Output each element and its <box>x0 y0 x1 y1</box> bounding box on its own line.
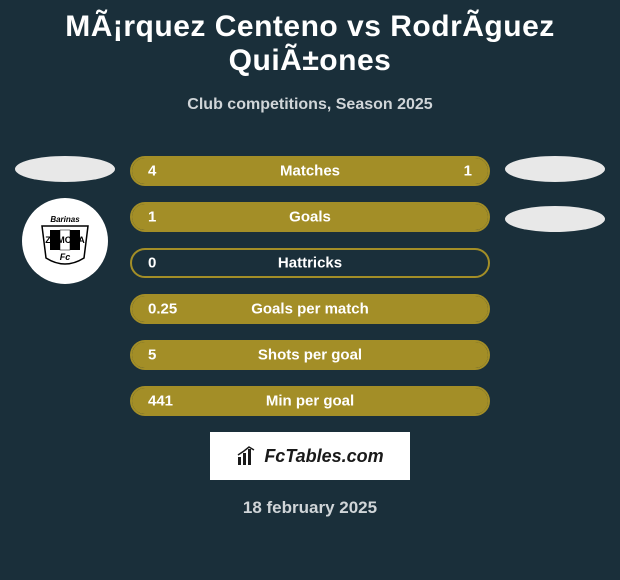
club-name-text: ZAMORA <box>45 235 85 245</box>
stat-value-left: 441 <box>148 393 173 410</box>
club-logo-placeholder-right <box>505 206 605 232</box>
comparison-content: Barinas ZAMORA Fc 4 1 Matches 1 Goals 0 Hattri… <box>0 156 620 416</box>
club-badge-icon: Barinas ZAMORA Fc <box>32 208 98 274</box>
stat-row: 0 Hattricks <box>130 248 490 278</box>
stat-bar-left <box>132 158 417 184</box>
chart-icon <box>236 445 258 467</box>
stats-list: 4 1 Matches 1 Goals 0 Hattricks 0.25 Goals per m… <box>130 156 490 416</box>
stat-row: 441 Min per goal <box>130 386 490 416</box>
stat-label: Hattricks <box>278 255 342 272</box>
player-photo-placeholder-right <box>505 156 605 182</box>
stat-row: 5 Shots per goal <box>130 340 490 370</box>
stat-label: Goals per match <box>251 301 369 318</box>
date-text: 18 february 2025 <box>0 498 620 518</box>
stat-label: Min per goal <box>266 393 354 410</box>
player-photo-placeholder-left <box>15 156 115 182</box>
footer-brand-badge[interactable]: FcTables.com <box>210 432 410 480</box>
stat-value-left: 0 <box>148 255 156 272</box>
stat-label: Goals <box>289 209 331 226</box>
subtitle: Club competitions, Season 2025 <box>0 96 620 114</box>
stat-value-left: 0.25 <box>148 301 177 318</box>
club-logo-left: Barinas ZAMORA Fc <box>22 198 108 284</box>
stat-label: Shots per goal <box>258 347 362 364</box>
stat-value-left: 5 <box>148 347 156 364</box>
footer-brand-text: FcTables.com <box>264 446 383 467</box>
stat-value-left: 1 <box>148 209 156 226</box>
club-location-text: Barinas <box>50 215 80 224</box>
stat-bar-right <box>417 158 488 184</box>
right-player-col <box>500 156 610 232</box>
stat-row: 1 Goals <box>130 202 490 232</box>
stat-label: Matches <box>280 163 340 180</box>
stat-row: 0.25 Goals per match <box>130 294 490 324</box>
page-title: MÃ¡rquez Centeno vs RodrÃ­guez QuiÃ±ones <box>0 0 620 78</box>
svg-text:Fc: Fc <box>60 252 71 262</box>
stat-value-right: 1 <box>464 163 472 180</box>
left-player-col: Barinas ZAMORA Fc <box>10 156 120 284</box>
stat-value-left: 4 <box>148 163 156 180</box>
stat-row: 4 1 Matches <box>130 156 490 186</box>
